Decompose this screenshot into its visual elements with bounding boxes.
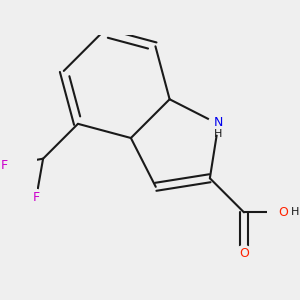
Text: H: H: [291, 207, 299, 217]
Text: F: F: [1, 159, 8, 172]
Text: H: H: [214, 129, 222, 139]
Circle shape: [28, 190, 44, 206]
Circle shape: [236, 245, 252, 261]
Text: O: O: [279, 206, 289, 219]
Text: O: O: [239, 247, 249, 260]
Circle shape: [0, 158, 12, 173]
Text: N: N: [214, 116, 223, 129]
Circle shape: [208, 114, 229, 134]
Text: F: F: [33, 191, 40, 204]
Circle shape: [274, 202, 296, 223]
